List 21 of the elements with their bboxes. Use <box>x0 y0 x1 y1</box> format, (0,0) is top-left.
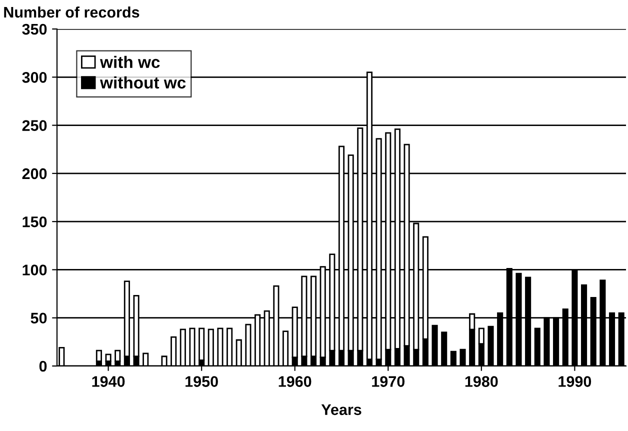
legend-label: with wc <box>100 56 160 68</box>
y-tick-label: 350 <box>22 24 47 35</box>
x-axis-title: Years <box>321 404 362 416</box>
y-axis-title: Number of records <box>4 6 140 18</box>
legend-label: without wc <box>100 76 186 89</box>
x-tick-label: 1970 <box>372 376 405 387</box>
y-tick-label: 100 <box>22 264 47 276</box>
bar <box>96 350 102 362</box>
y-tick-label: 250 <box>22 120 47 131</box>
y-tick-label: 300 <box>22 72 47 83</box>
y-tick-label: 200 <box>22 168 47 180</box>
bar <box>105 354 112 362</box>
y-tick-label: 0 <box>39 360 47 372</box>
y-tick-label: 50 <box>30 312 47 324</box>
x-tick-label: 1960 <box>278 376 312 387</box>
x-tick-label: 1950 <box>186 376 218 387</box>
x-tick-label: 1990 <box>558 376 592 387</box>
x-tick-label: 1980 <box>465 376 498 387</box>
x-tick-label: 1940 <box>92 376 125 387</box>
bar <box>114 350 121 362</box>
y-tick-label: 150 <box>22 216 47 228</box>
